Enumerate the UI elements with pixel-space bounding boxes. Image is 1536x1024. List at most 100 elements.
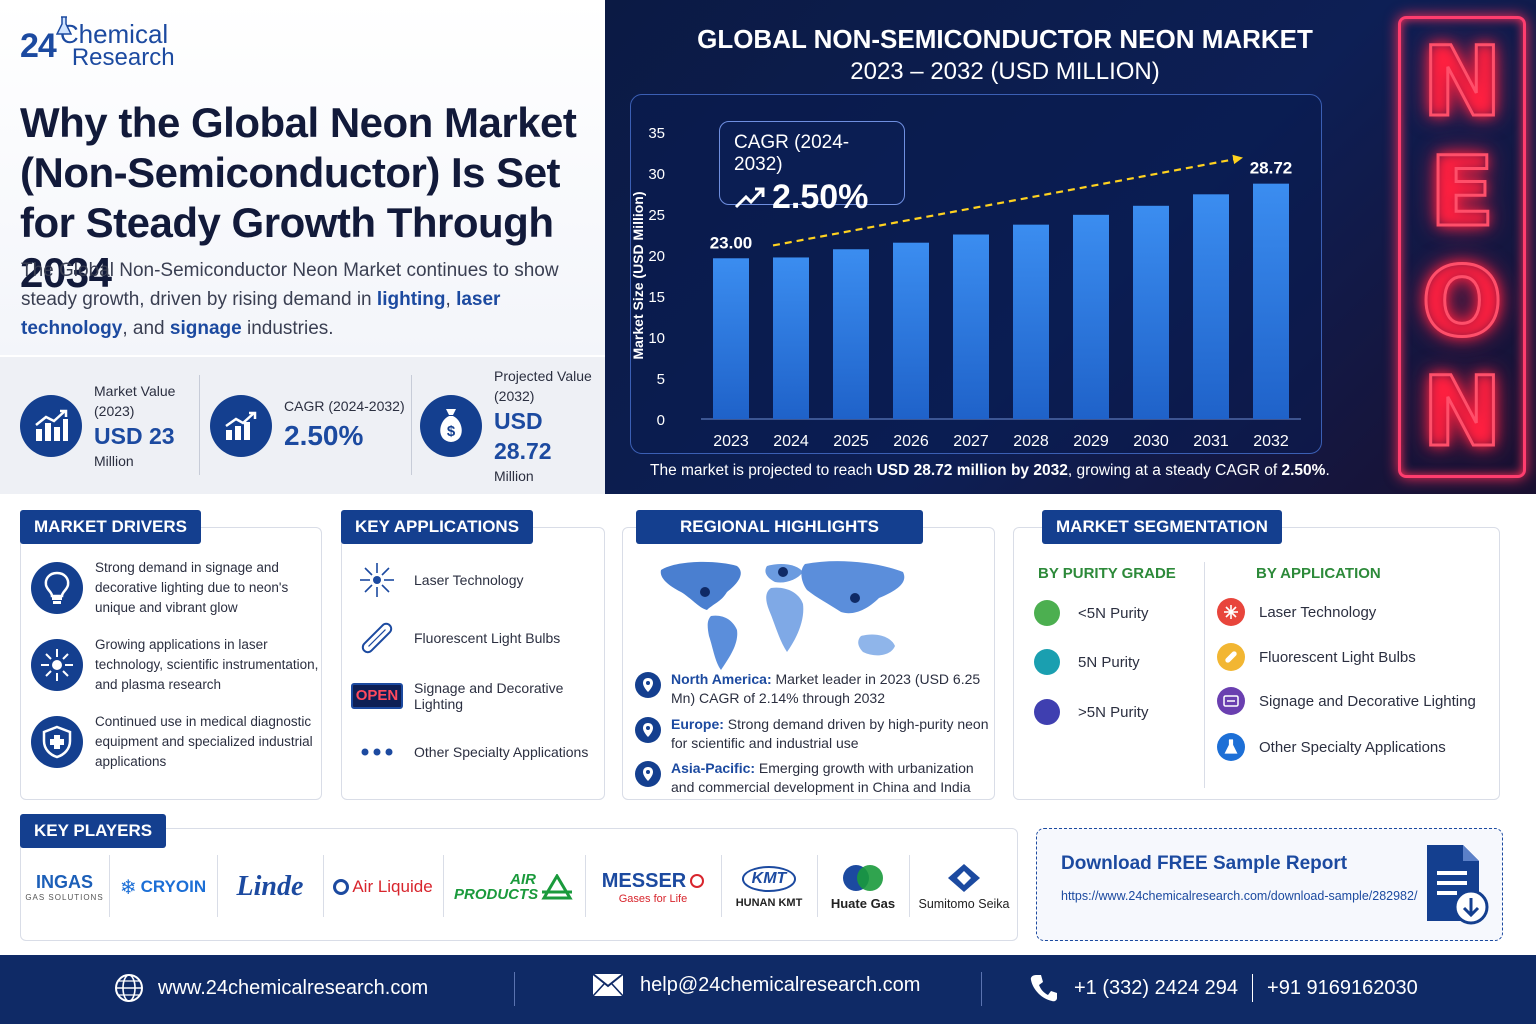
trend-arrow-icon [734, 187, 765, 208]
purity-label: >5N Purity [1078, 703, 1149, 721]
purity-item: <5N Purity [1034, 600, 1148, 626]
snowflake-icon: ❄ [119, 876, 137, 899]
more-dots-icon [352, 734, 402, 770]
player-logo-sumitomo-seika[interactable]: Sumitomo Seika [910, 847, 1018, 927]
logo-line2: Research [71, 44, 175, 71]
segment-app-label: Other Specialty Applications [1259, 738, 1446, 756]
page-headline: Why the Global Neon Market (Non-Semicond… [20, 99, 577, 296]
purity-item: 5N Purity [1034, 649, 1140, 675]
kpi-label: Projected Value (2032) [494, 368, 592, 404]
player-logo-linde[interactable]: Linde [218, 847, 322, 927]
chart-panel: GLOBAL NON-SEMICONDUCTOR NEON MARKET 202… [605, 0, 1536, 494]
region-name: North America: [671, 671, 772, 687]
regional-highlights-panel: North America: Market leader in 2023 (US… [622, 527, 995, 800]
bar [1013, 224, 1049, 419]
light-bulb-icon [31, 562, 83, 614]
footer-phone[interactable]: +1 (332) 2424 294 +91 9169162030 [1030, 973, 1418, 1003]
email-link[interactable]: help@24chemicalresearch.com [640, 973, 921, 996]
neon-letter: E [1428, 135, 1497, 250]
player-divider [443, 855, 444, 917]
player-subtitle: GAS SOLUTIONS [25, 893, 104, 902]
chart-note: The market is projected to reach USD 28.… [650, 462, 1330, 479]
phone-number-1[interactable]: +1 (332) 2424 294 [1074, 976, 1239, 999]
download-link[interactable]: https://www.24chemicalresearch.com/downl… [1061, 889, 1418, 903]
y-tick-label: 5 [657, 371, 665, 388]
brand-logo[interactable]: 24 Chemical Research [20, 16, 175, 71]
download-title[interactable]: Download FREE Sample Report [1061, 853, 1348, 874]
player-name: Air Liquide [352, 877, 433, 896]
player-logo-huate-gas[interactable]: Huate Gas [818, 847, 908, 927]
download-sample-card[interactable]: Download FREE Sample Report https://www.… [1036, 828, 1503, 941]
document-download-icon[interactable] [1423, 843, 1491, 927]
player-name: Sumitomo Seika [918, 897, 1010, 911]
x-tick-label: 2023 [713, 433, 749, 450]
segment-app-item: Other Specialty Applications [1217, 733, 1446, 761]
medical-shield-icon [31, 716, 83, 768]
cagr-value: 2.50% [772, 178, 869, 216]
bar [1073, 214, 1109, 419]
money-bag-icon: $ [420, 395, 482, 457]
kpi-unit: Million [494, 468, 534, 484]
kpi-label: Market Value (2023) [94, 383, 176, 419]
x-tick-label: 2029 [1073, 433, 1109, 450]
bar [833, 249, 869, 419]
player-logo-air-products[interactable]: AIR PRODUCTS [444, 847, 584, 927]
region-desc: Emerging growth with urbanization and co… [671, 760, 974, 795]
open-sign-text: OPEN [355, 687, 399, 704]
key-players-panel: INGAS GAS SOLUTIONS ❄ CRYOIN Linde Air L… [20, 828, 1018, 941]
driver-item: Continued use in medical diagnostic equi… [31, 712, 321, 772]
y-tick-label: 10 [648, 330, 665, 347]
player-logo-hunan-kmt[interactable]: KMT HUNAN KMT [722, 847, 816, 927]
bar [893, 242, 929, 419]
sumitomo-mark-icon [948, 864, 980, 892]
player-logo-air-liquide[interactable]: Air Liquide [324, 847, 442, 927]
phone-icon [1030, 975, 1057, 1002]
segment-app-item: Signage and Decorative Lighting [1217, 687, 1476, 715]
x-tick-label: 2026 [893, 433, 929, 450]
neon-letter: N [1420, 355, 1503, 470]
kpi-market-value: Market Value (2023) USD 23 Million [20, 375, 186, 477]
by-application-heading: BY APPLICATION [1256, 565, 1381, 582]
bar [1253, 183, 1289, 419]
application-label: Other Specialty Applications [414, 744, 589, 760]
key-applications-title: KEY APPLICATIONS [341, 510, 534, 544]
segment-divider [1204, 562, 1205, 788]
player-logo-messer[interactable]: MESSER Gases for Life [586, 847, 720, 927]
player-divider [817, 855, 818, 917]
neon-sign-image: N E O N [1390, 0, 1536, 494]
trend-arrowhead [1232, 154, 1243, 165]
region-item: North America: Market leader in 2023 (US… [635, 670, 991, 708]
phone-number-2[interactable]: +91 9169162030 [1267, 976, 1418, 999]
x-tick-label: 2030 [1133, 433, 1169, 450]
driver-text: Continued use in medical diagnostic equi… [95, 714, 313, 769]
player-logo-ingas[interactable]: INGAS GAS SOLUTIONS [21, 847, 108, 927]
player-divider [217, 855, 218, 917]
chart-subtitle: 2023 – 2032 (USD MILLION) [850, 58, 1160, 85]
footer-email[interactable]: help@24chemicalresearch.com [592, 973, 920, 997]
application-item: Fluorescent Light Bulbs [352, 620, 560, 656]
flask-icon [56, 16, 72, 35]
data-label: 23.00 [710, 233, 753, 252]
application-item: OPEN Signage and Decorative Lighting [350, 678, 604, 714]
player-logo-cryoin[interactable]: ❄ CRYOIN [110, 847, 216, 927]
segment-app-label: Laser Technology [1259, 603, 1377, 621]
key-applications-panel: Laser Technology Fluorescent Light Bulbs… [341, 527, 605, 800]
player-name: MESSER [601, 869, 687, 892]
purity-item: >5N Purity [1034, 699, 1148, 725]
player-subtitle: Gases for Life [618, 892, 688, 905]
bar [1133, 205, 1169, 419]
open-sign-icon [1217, 687, 1245, 715]
website-link[interactable]: www.24chemicalresearch.com [158, 976, 429, 999]
market-drivers-panel: Strong demand in signage and decorative … [20, 527, 322, 800]
driver-item: Strong demand in signage and decorative … [31, 558, 321, 618]
player-divider [585, 855, 586, 917]
footer-divider [981, 972, 982, 1006]
market-segmentation-title: MARKET SEGMENTATION [1042, 510, 1282, 544]
y-tick-label: 15 [648, 289, 665, 306]
footer-website[interactable]: www.24chemicalresearch.com [114, 973, 428, 1003]
y-tick-label: 25 [648, 207, 665, 224]
y-tick-label: 0 [657, 412, 665, 429]
kpi-value: USD 28.72 [494, 408, 552, 464]
x-tick-label: 2025 [833, 433, 869, 450]
application-label: Fluorescent Light Bulbs [414, 630, 561, 646]
